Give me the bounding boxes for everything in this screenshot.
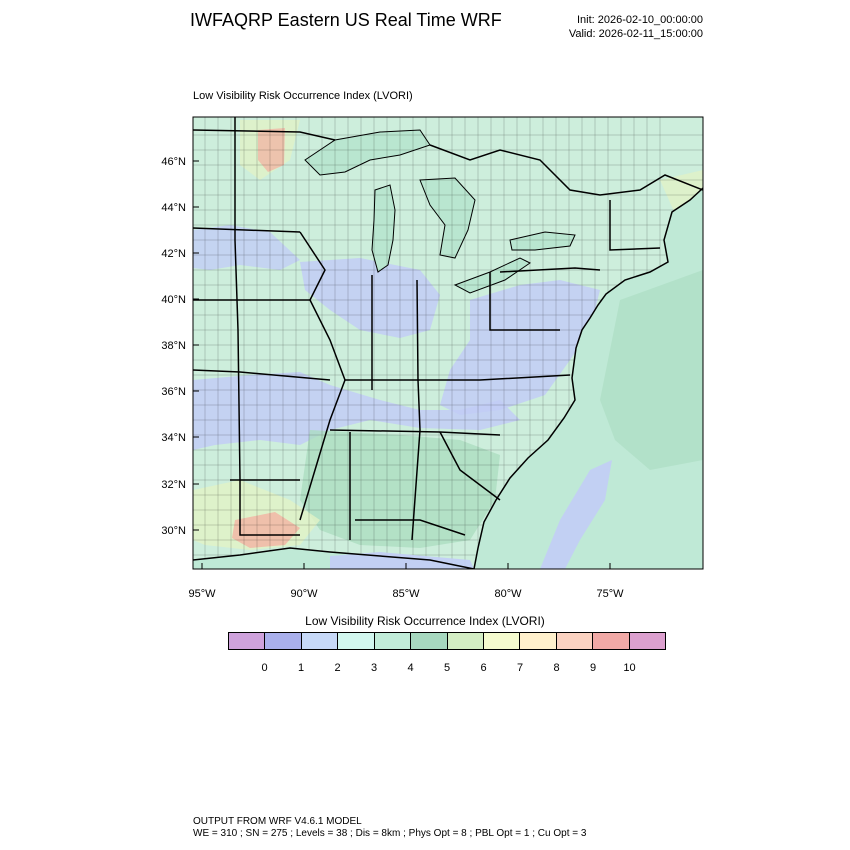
atlantic-ocean xyxy=(474,188,703,569)
colorbar-tick-label: 1 xyxy=(297,662,305,674)
lake-michigan xyxy=(371,184,396,273)
lon-label: 75°W xyxy=(596,588,624,600)
colorbar-cell xyxy=(629,633,666,649)
blue-zone-northwest xyxy=(193,225,300,270)
lon-label: 85°W xyxy=(392,588,420,600)
lon-label: 80°W xyxy=(494,588,522,600)
init-time: Init: 2026-02-10_00:00:00 xyxy=(577,14,703,26)
lat-label: 38°N xyxy=(161,340,186,352)
colorbar-tick-label: 6 xyxy=(480,662,487,674)
lat-label: 40°N xyxy=(161,294,186,306)
footer-model: OUTPUT FROM WRF V4.6.1 MODEL xyxy=(193,816,362,827)
colorbar-cell xyxy=(229,633,266,649)
lat-label: 46°N xyxy=(161,156,186,168)
colorbar-tick-label: 2 xyxy=(334,662,341,674)
colorbar xyxy=(228,632,666,650)
map-frame xyxy=(192,116,704,570)
colorbar-cell xyxy=(411,633,448,649)
atlantic-green-patch xyxy=(600,270,703,470)
valid-time: Valid: 2026-02-11_15:00:00 xyxy=(568,28,703,40)
colorbar-tick-label: 8 xyxy=(553,662,560,674)
colorbar-tick-label: 7 xyxy=(516,662,524,674)
canada-border xyxy=(193,129,703,196)
lat-labels: 46°N 44°N 42°N 40°N 38°N 36°N 34°N 32°N … xyxy=(161,156,186,537)
lat-label: 30°N xyxy=(161,525,186,537)
colorbar-cell xyxy=(301,633,339,649)
state-borders xyxy=(193,117,661,541)
colorbar-tick-label: 10 xyxy=(623,662,636,674)
colorbar-cell xyxy=(593,633,630,649)
colorbar-cell xyxy=(374,633,412,649)
colorbar-title: Low Visibility Risk Occurrence Index (LV… xyxy=(305,614,545,628)
lon-label: 95°W xyxy=(188,588,216,600)
page-title: IWFAQRP Eastern US Real Time WRF xyxy=(190,10,502,30)
panel-title: Low Visibility Risk Occurrence Index (LV… xyxy=(193,90,413,102)
colorbar-cell xyxy=(265,633,302,649)
colorbar-tick-label: 4 xyxy=(407,662,414,674)
lat-label: 36°N xyxy=(161,386,186,398)
colorbar-tick-label: 5 xyxy=(443,662,451,674)
blue-zone-southcentral xyxy=(193,372,520,450)
map-plot-area xyxy=(193,117,703,569)
colorbar-cell xyxy=(483,633,521,649)
gulf-coastline xyxy=(193,547,475,569)
colorbar-tick-label: 9 xyxy=(589,662,597,674)
atlantic-blue-patch xyxy=(540,460,612,569)
coastline xyxy=(473,187,703,569)
lat-label: 34°N xyxy=(161,432,186,444)
colorbar-cell xyxy=(338,633,375,649)
lon-axis xyxy=(201,563,611,569)
lon-labels: 95°W 90°W 85°W 80°W 75°W xyxy=(188,588,624,600)
colorbar-tick-label: 3 xyxy=(370,662,378,674)
lake-ontario xyxy=(509,231,576,251)
lon-label: 90°W xyxy=(290,588,318,600)
lat-label: 32°N xyxy=(161,479,186,491)
colorbar-cell xyxy=(556,633,594,649)
footer-config: WE = 310 ; SN = 275 ; Levels = 38 ; Dis … xyxy=(193,828,587,839)
colorbar-cell xyxy=(447,633,484,649)
colorbar-cell xyxy=(520,633,557,649)
lat-label: 44°N xyxy=(161,202,186,214)
gulf-blue-patch xyxy=(330,552,474,569)
colorbar-tick-label: 0 xyxy=(261,662,268,674)
blue-zone-midatlantic xyxy=(440,280,600,415)
lat-axis xyxy=(193,160,199,531)
lake-huron xyxy=(419,177,476,259)
lat-label: 42°N xyxy=(161,248,186,260)
